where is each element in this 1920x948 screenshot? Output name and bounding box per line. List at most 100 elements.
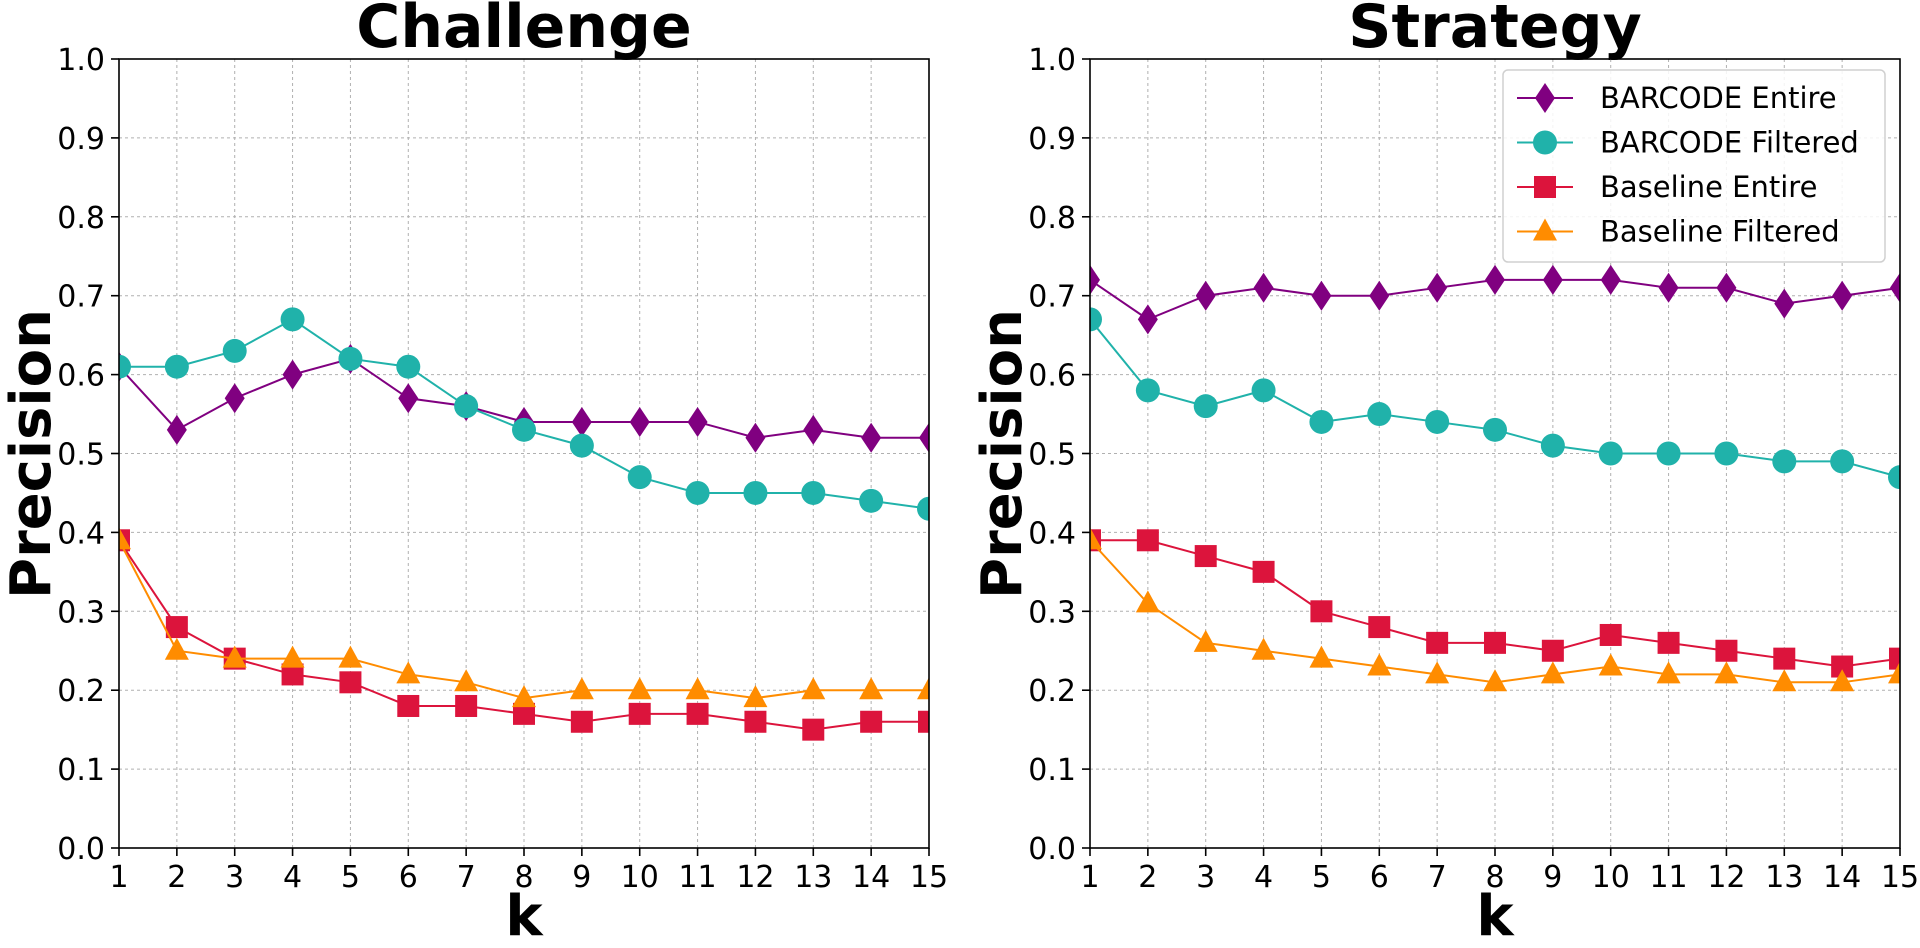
data-point-circle <box>1656 441 1681 466</box>
data-point-diamond <box>1137 304 1158 335</box>
x-tick-label: 9 <box>572 860 591 895</box>
data-point-circle <box>1367 402 1392 427</box>
data-point-circle <box>859 488 884 513</box>
data-point-triangle <box>569 677 594 700</box>
plot-area <box>119 307 929 741</box>
legend-entry: Baseline Filtered <box>1517 215 1840 249</box>
data-point-diamond <box>1427 272 1448 303</box>
data-point-diamond <box>1600 264 1621 295</box>
data-point-diamond <box>1832 280 1853 311</box>
data-point-triangle <box>1483 669 1507 692</box>
data-point-square <box>1368 616 1391 639</box>
data-point-circle <box>685 480 710 505</box>
y-tick-label: 0.2 <box>57 674 105 709</box>
data-point-diamond <box>803 414 824 445</box>
data-point-diamond <box>1542 264 1563 295</box>
x-tick-label: 7 <box>457 860 476 895</box>
data-point-square <box>744 710 767 733</box>
data-point-triangle <box>1425 661 1450 684</box>
y-tick-label: 0.1 <box>1028 753 1076 788</box>
data-point-circle <box>222 338 247 363</box>
y-tick-label: 0.0 <box>57 832 105 867</box>
x-tick-label: 5 <box>341 860 360 895</box>
data-point-triangle <box>164 637 189 660</box>
data-point-triangle <box>1135 590 1160 613</box>
data-point-circle <box>917 496 929 521</box>
x-tick-label: 13 <box>794 860 832 895</box>
data-point-square <box>1426 631 1449 654</box>
y-tick-label: 0.6 <box>1028 359 1076 394</box>
data-point-diamond <box>1890 272 1900 303</box>
data-point-triangle <box>917 677 929 700</box>
data-point-square <box>1310 600 1333 623</box>
y-tick-label: 0.5 <box>1028 438 1076 473</box>
x-axis-label: k <box>1476 884 1515 944</box>
y-tick-label: 0.5 <box>57 438 105 473</box>
grid <box>1089 58 1901 849</box>
data-point-circle <box>1830 449 1855 474</box>
y-tick-label: 0.2 <box>1028 674 1076 709</box>
data-point-triangle <box>1656 661 1681 684</box>
legend-label: Baseline Filtered <box>1600 215 1840 249</box>
y-tick-label: 0.8 <box>1028 201 1076 236</box>
data-point-square <box>513 702 535 725</box>
data-point-triangle <box>859 677 884 700</box>
data-point-square <box>918 710 929 733</box>
data-point-square <box>165 616 188 639</box>
legend-label: BARCODE Filtered <box>1600 126 1859 160</box>
data-point-circle <box>569 433 594 458</box>
legend-marker-diamond <box>1535 83 1555 113</box>
data-point-triangle <box>1714 661 1739 684</box>
data-point-circle <box>627 465 652 490</box>
data-point-triangle <box>1540 661 1565 684</box>
data-point-triangle <box>627 677 652 700</box>
y-tick-label: 0.9 <box>57 122 105 157</box>
data-point-triangle <box>1830 669 1855 692</box>
x-tick-label: 12 <box>736 860 774 895</box>
x-tick-label: 2 <box>167 860 186 895</box>
x-tick-label: 10 <box>1592 860 1630 895</box>
legend-marker-circle <box>1533 130 1557 155</box>
y-axis: 0.0 0.1 0.2 0.3 0.4 0.5 0.6 0.7 0.8 0.9 1.0 <box>1028 43 1090 867</box>
data-point-diamond <box>1774 288 1795 319</box>
data-point-circle <box>1135 378 1160 403</box>
data-point-square <box>1136 529 1159 552</box>
legend-entry: Baseline Entire <box>1517 170 1817 204</box>
data-point-square <box>802 718 825 741</box>
y-tick-label: 0.3 <box>57 595 105 630</box>
data-point-triangle <box>280 645 305 668</box>
plot-area <box>1090 264 1900 692</box>
data-point-square <box>1773 647 1796 670</box>
x-tick-label: 6 <box>1370 860 1389 895</box>
y-tick-label: 0.7 <box>1028 280 1076 315</box>
y-tick-label: 0.4 <box>1028 516 1076 551</box>
data-point-square <box>455 694 478 717</box>
data-point-triangle <box>1598 653 1623 676</box>
data-point-square <box>1599 623 1622 646</box>
challenge-chart-panel: Challenge k Precision 0.0 0.1 0.2 0.3 0.4 0.5… <box>0 0 948 948</box>
data-point-diamond <box>1090 264 1100 295</box>
strategy-chart-panel: Strategy k Precision 0.00.10.20.30.40.50… <box>970 0 1919 948</box>
data-point-diamond <box>1485 264 1505 295</box>
y-tick-label: 0.7 <box>57 280 105 315</box>
data-point-square <box>1541 639 1564 662</box>
x-tick-label: 10 <box>621 860 659 895</box>
data-point-square <box>1889 647 1900 670</box>
data-point-circle <box>1714 441 1739 466</box>
data-point-square <box>1831 655 1854 678</box>
y-axis-label: Precision <box>0 309 64 599</box>
data-point-diamond <box>166 414 187 445</box>
data-point-triangle <box>1309 645 1334 668</box>
data-point-triangle <box>743 685 768 708</box>
legend-marker-triangle <box>1533 218 1557 241</box>
data-point-diamond <box>224 383 245 414</box>
data-point-triangle <box>222 645 247 668</box>
x-axis: 1 2 3 4 5 6 7 8 9 10 11 12 13 14 15 <box>109 848 948 895</box>
data-point-circle <box>743 480 768 505</box>
data-point-circle <box>396 354 421 379</box>
x-tick-label: 7 <box>1428 860 1447 895</box>
legend-label: Baseline Entire <box>1600 170 1817 204</box>
x-tick-label: 4 <box>283 860 302 895</box>
data-point-square <box>1252 560 1275 583</box>
data-point-diamond <box>1369 280 1390 311</box>
